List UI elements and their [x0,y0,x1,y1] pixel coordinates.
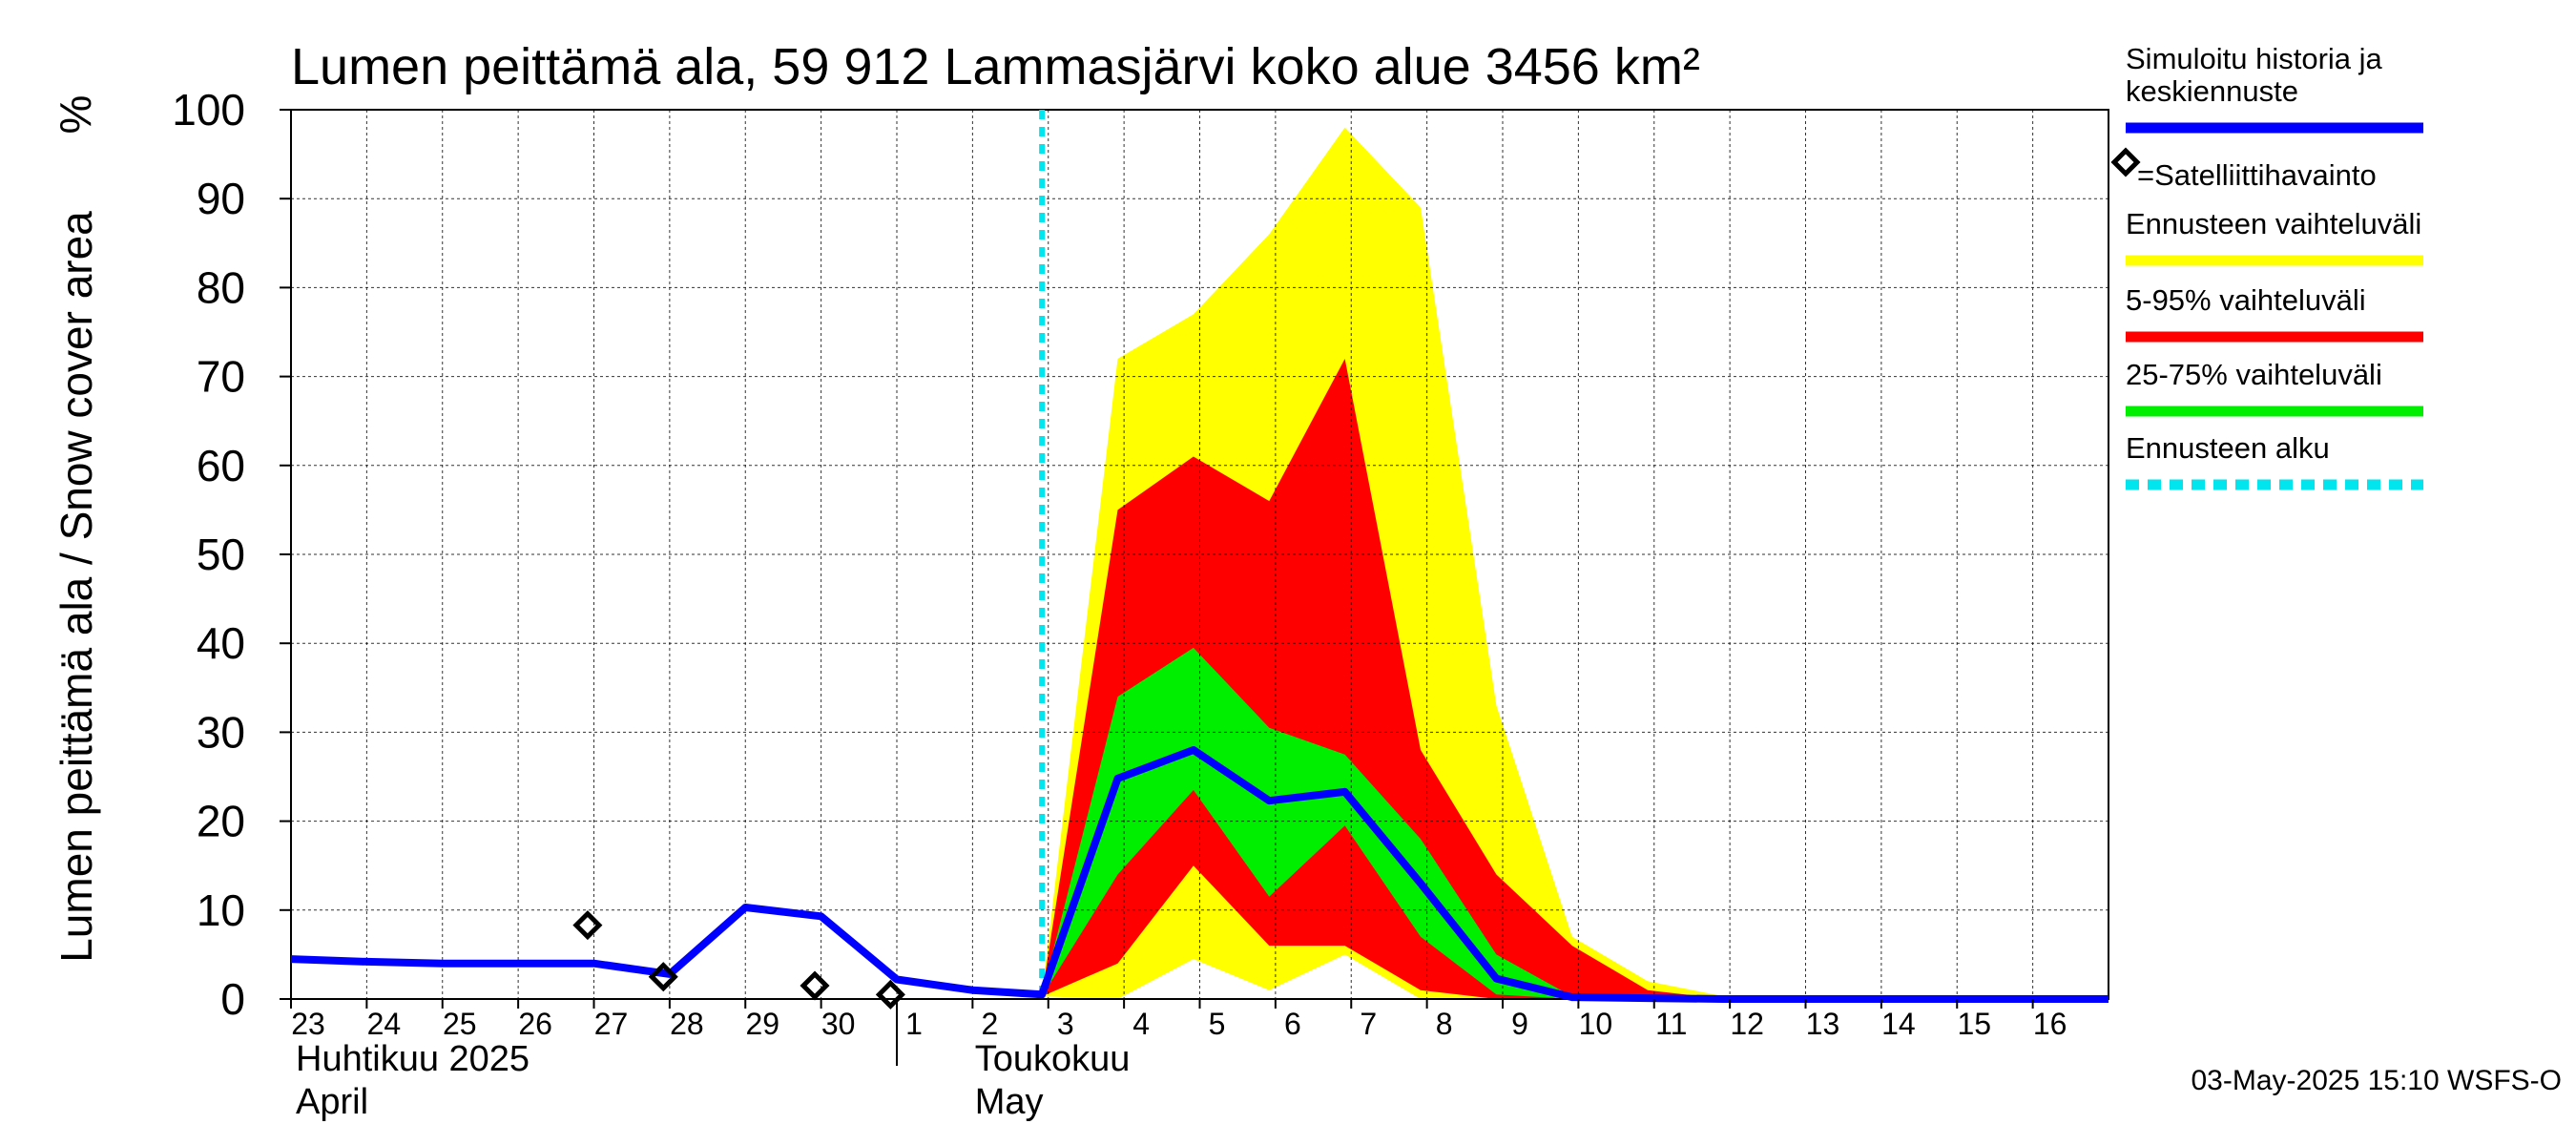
x-tick-label: 9 [1511,1007,1528,1041]
legend-label: =Satelliittihavainto [2137,158,2377,192]
y-tick-label: 60 [197,441,245,490]
y-tick-label: 0 [220,974,245,1024]
x-tick-label: 13 [1806,1007,1840,1041]
y-tick-label: 30 [197,707,245,757]
x-tick-label: 16 [2033,1007,2067,1041]
satellite-observation-point [800,970,830,1001]
x-tick-label: 30 [821,1007,856,1041]
x-tick-label: 12 [1730,1007,1764,1041]
x-tick-label: 11 [1655,1007,1687,1041]
y-tick-label: 70 [197,352,245,402]
y-tick-label: 20 [197,797,245,846]
satellite-observation-point [875,979,905,1010]
y-tick-label: 40 [197,618,245,668]
y-axis-unit: % [51,95,100,135]
month-label-line1: Toukokuu [975,1039,1131,1079]
x-tick-label: 25 [443,1007,477,1041]
x-tick-label: 3 [1057,1007,1074,1041]
x-tick-label: 24 [367,1007,402,1041]
y-tick-label: 90 [197,174,245,223]
y-axis-label: Lumen peittämä ala / Snow cover area [52,211,101,963]
month-label-line2: April [296,1082,368,1122]
legend-label: 5-95% vaihteluväli [2126,283,2366,317]
y-tick-label: 50 [197,530,245,579]
month-label-line1: Huhtikuu 2025 [296,1039,530,1079]
y-tick-label: 10 [197,885,245,935]
x-tick-label: 14 [1881,1007,1916,1041]
x-tick-label: 4 [1132,1007,1150,1041]
x-tick-label: 28 [670,1007,704,1041]
x-tick-label: 1 [905,1007,923,1041]
x-tick-label: 7 [1360,1007,1377,1041]
x-tick-label: 5 [1209,1007,1226,1041]
legend-label: Simuloitu historia ja [2126,42,2383,75]
mean-forecast-line [290,746,2109,1003]
x-tick-label: 2 [981,1007,998,1041]
legend-label: keskiennuste [2126,74,2298,108]
legend-label: Ennusteen alku [2126,431,2330,465]
timestamp-footer: 03-May-2025 15:10 WSFS-O [2192,1065,2563,1096]
band-3 [1042,647,1649,999]
x-tick-label: 23 [291,1007,325,1041]
month-label-line2: May [975,1082,1044,1122]
chart-title: Lumen peittämä ala, 59 912 Lammasjärvi k… [291,38,1700,95]
legend-label: 25-75% vaihteluväli [2126,358,2382,391]
y-tick-label: 100 [172,85,245,135]
x-tick-label: 8 [1436,1007,1453,1041]
satellite-observation-point [572,910,603,941]
y-tick-label: 80 [197,262,245,312]
x-tick-label: 15 [1957,1007,1991,1041]
satellite-observation-point [648,962,678,992]
x-tick-label: 26 [518,1007,552,1041]
x-tick-label: 29 [745,1007,779,1041]
x-tick-label: 27 [594,1007,629,1041]
legend-label: Ennusteen vaihteluväli [2126,207,2421,240]
legend-diamond-icon [2110,147,2141,177]
x-tick-label: 10 [1579,1007,1613,1041]
x-tick-label: 6 [1284,1007,1301,1041]
band-2 [1042,359,1724,999]
